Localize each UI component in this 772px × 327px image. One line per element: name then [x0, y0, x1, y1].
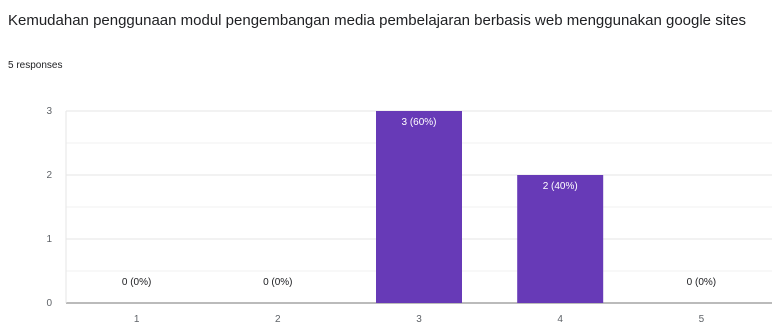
- data-labels: 0 (0%) 0 (0%) 3 (60%) 2 (40%) 0 (0%): [122, 117, 716, 288]
- x-tick-label: 1: [134, 314, 140, 325]
- y-axis-ticks: 0 1 2 3: [46, 106, 52, 309]
- bars: [376, 111, 604, 303]
- x-axis-ticks: 1 2 3 4 5: [134, 314, 705, 325]
- y-tick-label: 1: [46, 234, 52, 245]
- response-count: 5 responses: [8, 60, 63, 71]
- bar: [376, 111, 462, 303]
- x-tick-label: 3: [416, 314, 422, 325]
- x-tick-label: 4: [557, 314, 563, 325]
- x-tick-label: 2: [275, 314, 281, 325]
- y-tick-label: 3: [46, 106, 52, 117]
- y-tick-label: 0: [46, 298, 52, 309]
- bar: [517, 175, 604, 303]
- data-label: 3 (60%): [401, 117, 436, 128]
- data-label: 0 (0%): [687, 277, 716, 288]
- data-label: 2 (40%): [543, 181, 578, 192]
- question-title: Kemudahan penggunaan modul pengembangan …: [8, 12, 747, 29]
- x-tick-label: 5: [699, 314, 705, 325]
- y-tick-label: 2: [46, 170, 52, 181]
- data-label: 0 (0%): [122, 277, 151, 288]
- data-label: 0 (0%): [263, 277, 292, 288]
